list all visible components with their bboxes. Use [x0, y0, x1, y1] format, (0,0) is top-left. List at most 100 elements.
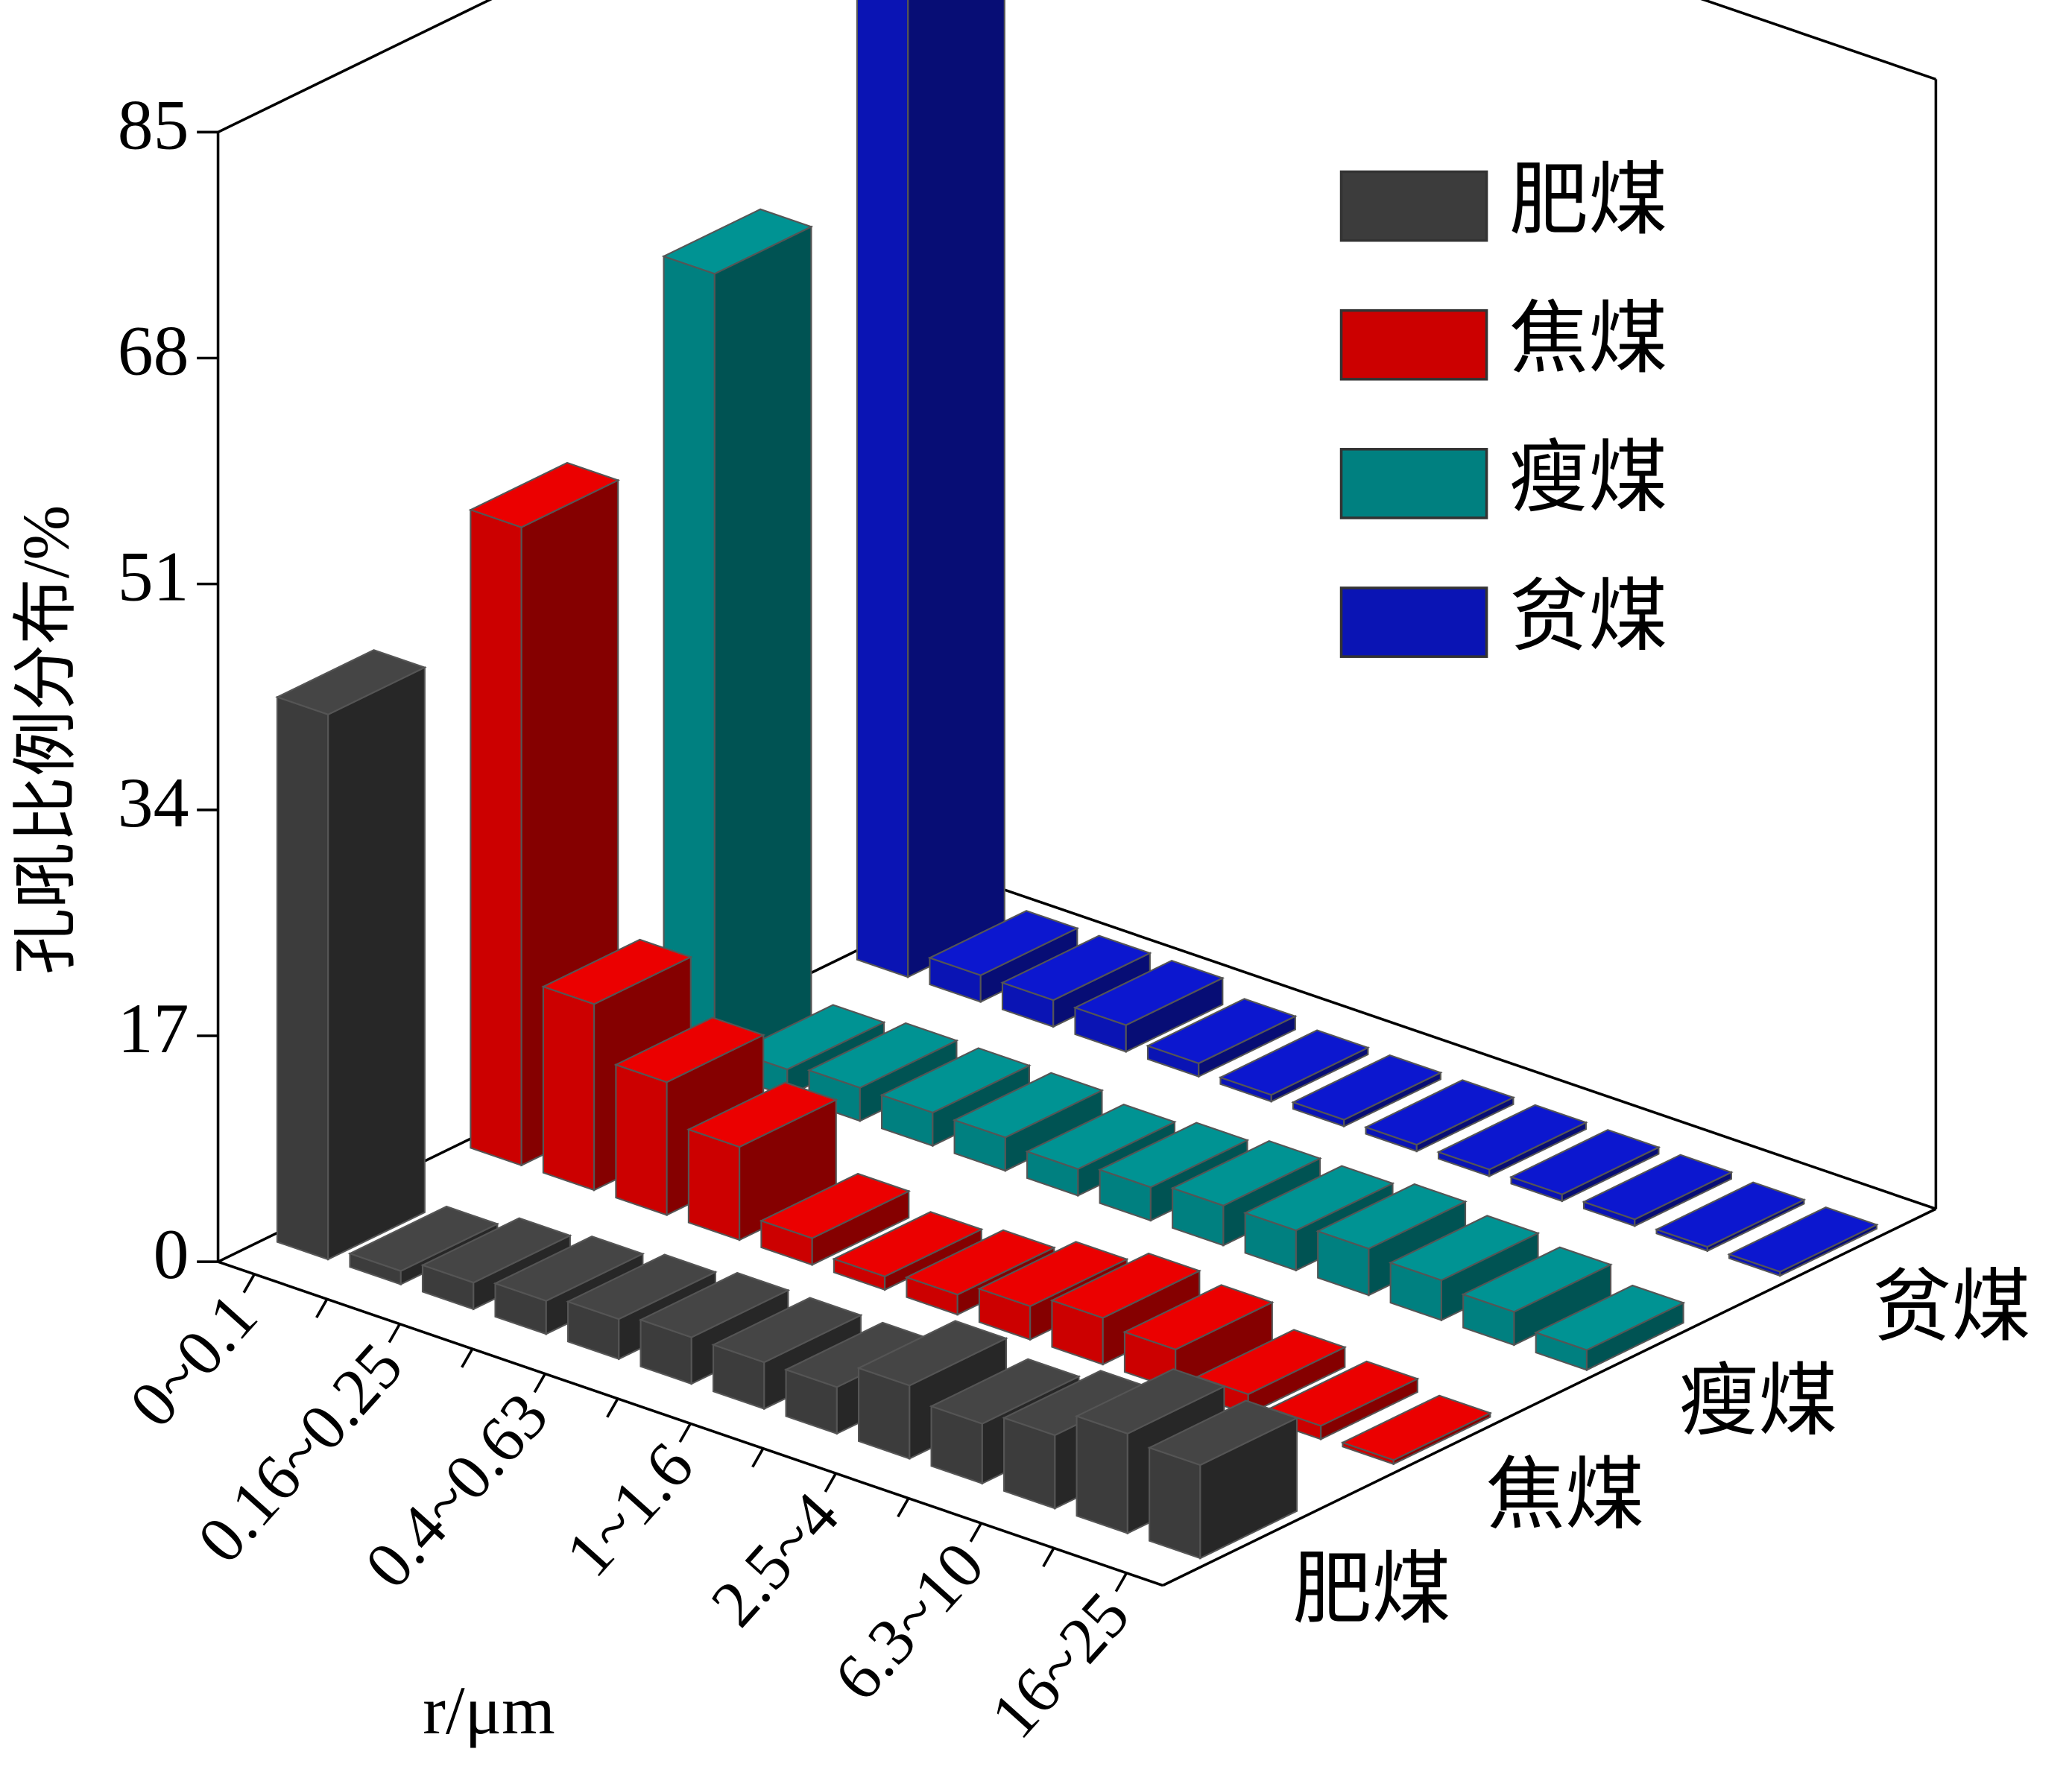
x-tick [678, 1423, 692, 1443]
bar-top [275, 649, 427, 715]
depth-label: 肥煤 [1292, 1546, 1451, 1634]
bar-front [1076, 1414, 1128, 1534]
bar [1654, 1181, 1807, 1253]
bar-top [1582, 1154, 1734, 1221]
bar [1218, 1029, 1371, 1103]
bar-front [687, 1128, 741, 1241]
bar-top [879, 1047, 1032, 1114]
bar-top [1025, 1104, 1177, 1170]
bar-top [638, 1271, 791, 1338]
bar-top [468, 461, 621, 528]
x-tick [969, 1522, 982, 1543]
bar [1533, 1284, 1686, 1372]
bar [1340, 1394, 1493, 1466]
bar-front [470, 508, 522, 1167]
y-axis-label: 孔吼比例分布/% [10, 505, 83, 975]
bar [856, 0, 1005, 978]
bar [759, 1172, 912, 1266]
bar-front [276, 695, 329, 1261]
x-tick [897, 1497, 910, 1518]
bar-top [541, 938, 693, 1005]
bar-top [1147, 1399, 1299, 1467]
depth-label: 瘦煤 [1679, 1358, 1838, 1446]
bar [275, 649, 427, 1261]
depth-label: 焦煤 [1485, 1452, 1644, 1540]
bar [1291, 1054, 1443, 1128]
y-tick-label: 34 [118, 763, 189, 842]
y-tick-label: 0 [154, 1215, 189, 1294]
bar [1000, 934, 1152, 1028]
x-tick [388, 1323, 401, 1344]
bar [879, 1047, 1032, 1148]
bar-side [327, 665, 426, 1261]
bar-top [734, 1004, 886, 1071]
legend-swatch [1339, 586, 1488, 658]
bar-top [1073, 959, 1225, 1026]
y-tick-label: 85 [118, 85, 189, 164]
x-tick [533, 1373, 546, 1394]
bar-top [711, 1297, 863, 1364]
bar-top [1533, 1284, 1686, 1351]
bar-top [759, 1172, 912, 1239]
bar [1147, 1399, 1299, 1560]
x-axis-label: r/μm [423, 1672, 555, 1748]
bar-front [663, 255, 716, 1072]
legend-swatch [1339, 170, 1488, 242]
bar-top [929, 1358, 1081, 1425]
bar-top [1195, 1329, 1348, 1396]
x-tick [824, 1473, 837, 1493]
x-tick-label: 6.3~10 [821, 1529, 998, 1715]
x-tick-label: 2.5~4 [698, 1479, 853, 1640]
bar [1582, 1154, 1734, 1227]
y-tick-label: 68 [118, 311, 189, 390]
bar-front [542, 985, 596, 1192]
bar-top [952, 1072, 1105, 1139]
x-tick [242, 1273, 256, 1294]
bar-top [1509, 1129, 1661, 1195]
bar-top [1122, 1284, 1275, 1351]
bar-top [566, 1253, 718, 1320]
bar-top [1000, 934, 1152, 1002]
bar-top [1340, 1394, 1493, 1461]
bar-top [1363, 1079, 1516, 1146]
bar-side [713, 225, 812, 1073]
bar-top [832, 1211, 984, 1277]
bar-top [1291, 1054, 1443, 1121]
bar-top [1654, 1181, 1807, 1248]
bar-top [1315, 1183, 1468, 1250]
bar-top [1436, 1104, 1588, 1171]
x-tick [461, 1348, 474, 1368]
bar-top [1218, 1029, 1371, 1096]
bar-top [1170, 1139, 1322, 1206]
frame-line [217, 0, 493, 133]
x-tick [1042, 1547, 1055, 1568]
bar-top [1146, 998, 1298, 1065]
bar-front [1149, 1446, 1201, 1560]
bar-top [347, 1205, 500, 1272]
x-tick-label: 1~1.6 [552, 1429, 708, 1590]
bar [686, 1081, 838, 1241]
bar [1461, 1246, 1613, 1347]
legend-swatch [1339, 309, 1488, 381]
legend-swatch [1339, 448, 1488, 519]
bar-top [686, 1081, 838, 1148]
bar-top [927, 910, 1080, 976]
bar-top [1268, 1360, 1420, 1427]
frame-line [1162, 1207, 1937, 1587]
legend-label: 贫煤 [1509, 573, 1668, 661]
x-tick-label: 16~25 [977, 1578, 1144, 1752]
bar [1509, 1129, 1661, 1203]
legend-label: 焦煤 [1509, 296, 1668, 384]
bar [1363, 1079, 1516, 1153]
frame-line [991, 884, 1936, 1210]
bar-top [1242, 1165, 1395, 1232]
bar-top [1049, 1252, 1202, 1319]
legend-label: 肥煤 [1509, 157, 1668, 245]
frame-line [1700, 0, 1936, 81]
bar [1146, 998, 1298, 1078]
bar [661, 208, 814, 1073]
bar [1073, 959, 1225, 1053]
bar-top [806, 1022, 959, 1089]
